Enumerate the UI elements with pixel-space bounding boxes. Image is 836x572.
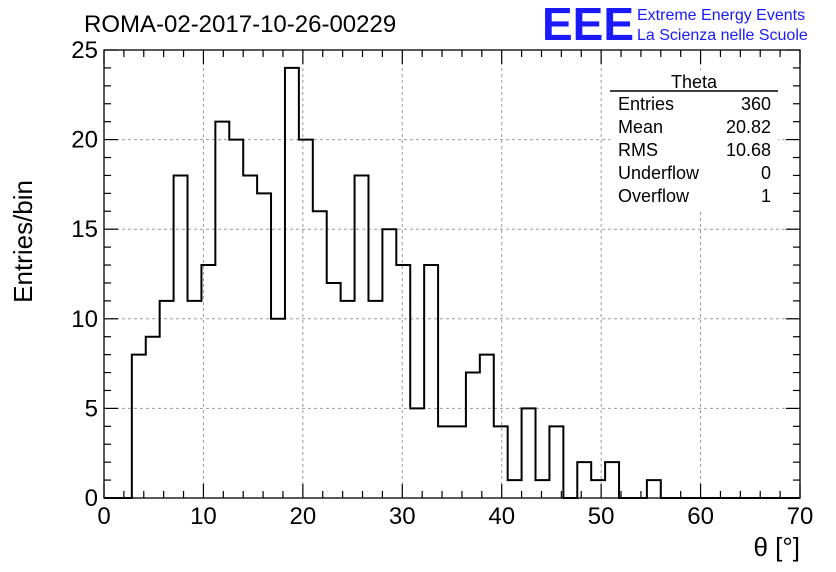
y-tick-labels: 0 5 10 15 20 25 — [71, 37, 98, 512]
stats-value: 360 — [741, 94, 771, 114]
stats-label: Underflow — [618, 163, 700, 183]
x-tick-label: 10 — [190, 503, 217, 530]
x-tick-label: 70 — [787, 503, 814, 530]
stats-label: Mean — [618, 117, 663, 137]
y-tick-label: 0 — [85, 485, 98, 512]
y-tick-label: 25 — [71, 37, 98, 64]
y-tick-label: 10 — [71, 306, 98, 333]
stats-label: RMS — [618, 140, 658, 160]
eee-logo-line1: Extreme Energy Events — [637, 7, 805, 24]
x-tick-label: 30 — [389, 503, 416, 530]
eee-logo-line2: La Scienza nelle Scuole — [637, 27, 808, 44]
chart-title: ROMA-02-2017-10-26-00229 — [84, 11, 396, 38]
stats-label: Entries — [618, 94, 674, 114]
y-tick-label: 20 — [71, 127, 98, 154]
x-tick-label: 60 — [687, 503, 714, 530]
stats-value: 10.68 — [726, 140, 771, 160]
stats-title: Theta — [671, 72, 718, 92]
stats-box: Theta Entries 360 Mean 20.82 RMS 10.68 Underfl… — [610, 70, 778, 210]
x-tick-label: 0 — [97, 503, 110, 530]
x-axis-label: θ [°] — [753, 532, 800, 562]
x-tick-label: 20 — [290, 503, 317, 530]
stats-value: 1 — [761, 186, 771, 206]
x-tick-label: 40 — [488, 503, 515, 530]
y-tick-label: 15 — [71, 216, 98, 243]
x-tick-labels: 0 10 20 30 40 50 60 70 — [97, 503, 813, 530]
x-tick-label: 50 — [588, 503, 615, 530]
plot-frame — [103, 49, 801, 499]
stats-value: 20.82 — [726, 117, 771, 137]
y-tick-label: 5 — [85, 395, 98, 422]
stats-value: 0 — [761, 163, 771, 183]
axis-ticks — [103, 49, 801, 499]
stats-label: Overflow — [618, 186, 690, 206]
y-axis-label: Entries/bin — [8, 180, 38, 303]
eee-logo: EEE — [542, 0, 634, 50]
